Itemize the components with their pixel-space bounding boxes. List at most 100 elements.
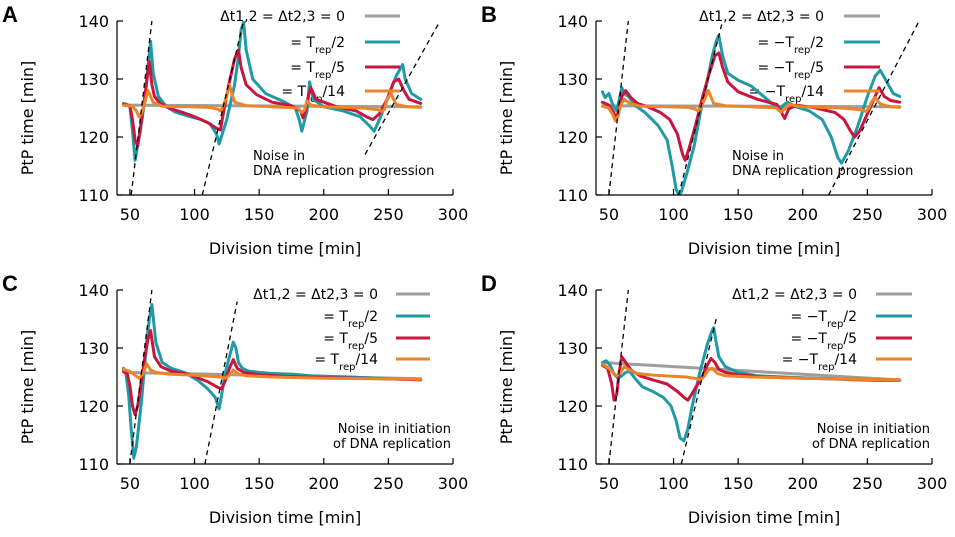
panel-b-y-tick-label: 130 (557, 70, 588, 89)
panel-c-y-tick-label: 110 (78, 455, 109, 474)
panel-a-x-tick-label: 250 (373, 205, 404, 224)
legend-title-b: Δt1,2 = Δt2,3 = 0 (699, 9, 824, 25)
legend-label-a-2: = Trep/5 (290, 60, 345, 81)
annotation-b-line2: DNA replication progression (732, 164, 913, 179)
panel-d: D PtP time [min] Division time [min] Δt1… (481, 271, 947, 527)
annotation-c-line2: of DNA replication (333, 437, 451, 452)
y-axis-label-d: PtP time [min] (497, 330, 516, 445)
panel-letter-b: B (481, 2, 497, 27)
panel-d-x-tick-label: 50 (599, 474, 619, 493)
panel-c-y-tick-label: 120 (78, 397, 109, 416)
panel-b-x-tick-label: 300 (917, 205, 948, 224)
panel-c-x-tick-label: 150 (244, 474, 275, 493)
x-axis-label-d: Division time [min] (688, 508, 840, 527)
panel-letter-d: D (481, 271, 497, 296)
legend-title-d: Δt1,2 = Δt2,3 = 0 (732, 287, 857, 303)
annotation-a-line1: Noise in (253, 149, 305, 164)
legend-label-b-1: = −Trep/2 (758, 35, 825, 56)
y-axis-label-c: PtP time [min] (18, 330, 37, 445)
panel-b-series-fifth (601, 51, 902, 162)
panel-d-series-fourteenth (601, 362, 902, 382)
panel-d-y-tick-label: 120 (557, 397, 588, 416)
legend-label-d-2: = −Trep/5 (791, 331, 858, 352)
panel-a: A PtP time [min] Division time [min] Δt1… (2, 2, 468, 258)
panel-b-x-tick-label: 50 (599, 205, 619, 224)
legend-a: Δt1,2 = Δt2,3 = 0 = Trep/2 = Trep/5 = Tr… (220, 9, 345, 105)
legend-label-b-2: = −Trep/5 (758, 60, 825, 81)
panel-c-x-tick-label: 200 (308, 474, 339, 493)
panel-d-y-tick-label: 130 (557, 339, 588, 358)
annotation-a-line2: DNA replication progression (253, 164, 434, 179)
panel-b-series-half (601, 34, 902, 195)
panel-d-guide-line-2 (680, 318, 717, 464)
panel-d-x-tick-label: 250 (852, 474, 883, 493)
annotation-d-line2: of DNA replication (812, 437, 930, 452)
panel-a-y-tick-label: 110 (78, 186, 109, 205)
panel-b-guide-line-1 (608, 21, 629, 195)
panel-a-guide-line-2 (201, 21, 245, 195)
x-axis-label-b: Division time [min] (688, 239, 840, 258)
panel-letter-a: A (2, 2, 18, 27)
panel-a-x-tick-label: 150 (244, 205, 275, 224)
legend-label-a-1: = Trep/2 (290, 35, 345, 56)
panel-a-x-tick-label: 100 (179, 205, 210, 224)
panel-c-series-half (122, 303, 423, 460)
panel-a-x-tick-label: 50 (120, 205, 140, 224)
panel-c-guide-line-1 (129, 290, 153, 464)
legend-label-c-1: = Trep/2 (323, 309, 378, 330)
panel-b-x-tick-label: 250 (852, 205, 883, 224)
x-axis-label-a: Division time [min] (209, 239, 361, 258)
panel-d-y-tick-label: 140 (557, 281, 588, 300)
panel-c-x-tick-label: 50 (120, 474, 140, 493)
panel-b-x-tick-label: 100 (658, 205, 689, 224)
panel-d-guide-line-1 (608, 290, 629, 464)
panel-d-x-tick-label: 200 (787, 474, 818, 493)
legend-label-c-3: = Trep/14 (314, 352, 378, 373)
panel-a-x-tick-label: 200 (308, 205, 339, 224)
panel-d-x-tick-label: 100 (658, 474, 689, 493)
panel-b-y-tick-label: 110 (557, 186, 588, 205)
panel-c-x-tick-label: 100 (179, 474, 210, 493)
panel-c-y-tick-label: 140 (78, 281, 109, 300)
legend-label-c-2: = Trep/5 (323, 331, 378, 352)
y-axis-label-b: PtP time [min] (497, 61, 516, 176)
panel-b-guide-line-3 (828, 21, 920, 195)
panel-b: B PtP time [min] Division time [min] Δt1… (481, 2, 947, 258)
panel-d-y-tick-label: 110 (557, 455, 588, 474)
panel-b-plot-area (601, 21, 920, 195)
legend-title-a: Δt1,2 = Δt2,3 = 0 (220, 9, 345, 25)
legend-c: Δt1,2 = Δt2,3 = 0 = Trep/2 = Trep/5 = Tr… (253, 287, 378, 373)
panel-letter-c: C (2, 271, 18, 296)
panel-c-series-fourteenth (122, 362, 423, 381)
panel-a-guide-line-1 (130, 21, 153, 195)
y-axis-label-a: PtP time [min] (18, 61, 37, 176)
panel-b-x-tick-label: 150 (723, 205, 754, 224)
panel-a-x-tick-label: 300 (438, 205, 469, 224)
panel-d-x-tick-label: 150 (723, 474, 754, 493)
legend-d: Δt1,2 = Δt2,3 = 0 = −Trep/2 = −Trep/5 = … (732, 287, 857, 373)
panel-a-guide-line-3 (364, 21, 441, 155)
panel-d-plot-area (601, 290, 902, 464)
panel-c-y-tick-label: 130 (78, 339, 109, 358)
panel-b-y-tick-label: 120 (557, 128, 588, 147)
panel-b-guide-line-2 (678, 21, 724, 195)
panel-a-y-tick-label: 130 (78, 70, 109, 89)
panel-b-series-fourteenth (601, 89, 902, 123)
panel-b-y-tick-label: 140 (557, 12, 588, 31)
annotation-d-line1: Noise in initiation (817, 422, 930, 437)
annotation-c-line1: Noise in initiation (338, 422, 451, 437)
panel-d-series-zero (601, 361, 902, 382)
panel-c-guide-line-2 (204, 301, 238, 464)
panel-c-x-tick-label: 300 (438, 474, 469, 493)
panel-a-plot-area (122, 21, 441, 195)
panel-d-x-tick-label: 300 (917, 474, 948, 493)
panel-a-y-tick-label: 140 (78, 12, 109, 31)
panel-a-y-tick-label: 120 (78, 128, 109, 147)
panel-c-plot-area (122, 290, 423, 464)
panel-c-x-tick-label: 250 (373, 474, 404, 493)
panel-a-series-fifth (122, 48, 423, 148)
legend-b: Δt1,2 = Δt2,3 = 0 = −Trep/2 = −Trep/5 = … (699, 9, 824, 105)
legend-title-c: Δt1,2 = Δt2,3 = 0 (253, 287, 378, 303)
x-axis-label-c: Division time [min] (209, 508, 361, 527)
